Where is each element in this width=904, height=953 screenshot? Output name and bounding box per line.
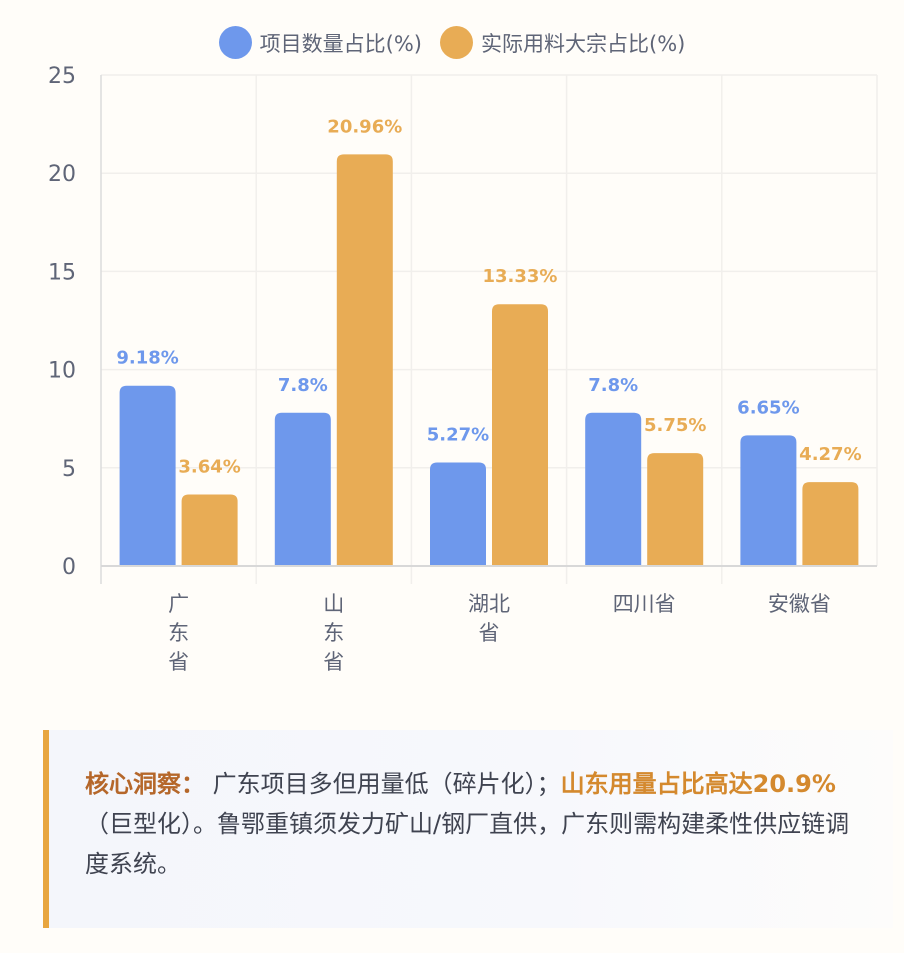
legend-swatch-orange-icon bbox=[440, 26, 473, 59]
bar[interactable] bbox=[119, 385, 176, 566]
y-tick-label: 20 bbox=[48, 162, 76, 187]
bar-value-label: 7.8% bbox=[588, 375, 638, 396]
bar[interactable] bbox=[740, 435, 797, 566]
x-tick-label: 安徽省 bbox=[768, 592, 831, 616]
insight-text: （巨型化）。鲁鄂重镇须发力矿山/钢厂直供，广东则需构建柔性供应链调度系统。 bbox=[85, 810, 850, 878]
legend-item-material-share[interactable]: 实际用料大宗占比(%) bbox=[440, 26, 685, 59]
bar-value-label: 5.27% bbox=[427, 424, 489, 445]
x-tick-label: 广 bbox=[168, 592, 189, 616]
bar[interactable] bbox=[181, 494, 238, 566]
x-tick-label: 湖北 bbox=[468, 592, 510, 616]
bar[interactable] bbox=[647, 453, 704, 566]
x-tick-label: 山 bbox=[323, 592, 344, 616]
y-tick-label: 25 bbox=[48, 64, 76, 89]
bar[interactable] bbox=[430, 462, 486, 566]
legend-swatch-blue-icon bbox=[218, 26, 252, 59]
bar-chart: 05101520259.18%3.64%广东省7.8%20.96%山东省5.27… bbox=[48, 64, 878, 674]
bar-value-label: 9.18% bbox=[116, 348, 178, 369]
y-tick-label: 10 bbox=[48, 359, 76, 384]
bar-value-label: 20.96% bbox=[327, 116, 402, 137]
insight-highlight: 山东用量占比高达20.9% bbox=[560, 770, 836, 798]
bar[interactable] bbox=[585, 412, 642, 566]
x-tick-label: 省 bbox=[323, 650, 344, 674]
bar[interactable] bbox=[336, 154, 393, 567]
x-tick-label: 省 bbox=[479, 621, 500, 645]
legend-item-project-count[interactable]: 项目数量占比(%) bbox=[218, 26, 422, 59]
insight-box: 核心洞察： 广东项目多但用量低（碎片化）；山东用量占比高达20.9% （巨型化）。… bbox=[43, 730, 893, 928]
chart-legend: 项目数量占比(%) 实际用料大宗占比(%) bbox=[0, 26, 904, 59]
bar-value-label: 5.75% bbox=[644, 415, 706, 436]
legend-label: 项目数量占比(%) bbox=[259, 31, 422, 56]
bar-value-label: 3.64% bbox=[178, 457, 240, 478]
insight-text: 广东项目多但用量低（碎片化）； bbox=[212, 770, 561, 798]
y-tick-label: 15 bbox=[48, 260, 76, 285]
x-tick-label: 东 bbox=[323, 621, 344, 645]
x-tick-label: 四川省 bbox=[613, 592, 676, 616]
x-tick-label: 东 bbox=[168, 621, 189, 645]
bar-value-label: 4.27% bbox=[799, 444, 861, 465]
legend-label: 实际用料大宗占比(%) bbox=[481, 31, 686, 56]
bar-value-label: 7.8% bbox=[278, 375, 328, 396]
bar[interactable] bbox=[802, 482, 859, 566]
bar-value-label: 13.33% bbox=[483, 266, 558, 287]
y-tick-label: 5 bbox=[62, 457, 76, 482]
bar[interactable] bbox=[274, 412, 331, 566]
y-tick-label: 0 bbox=[62, 555, 76, 580]
x-tick-label: 省 bbox=[168, 650, 189, 674]
bar[interactable] bbox=[492, 304, 548, 566]
bar-value-label: 6.65% bbox=[737, 397, 799, 418]
insight-title: 核心洞察： bbox=[85, 770, 205, 798]
